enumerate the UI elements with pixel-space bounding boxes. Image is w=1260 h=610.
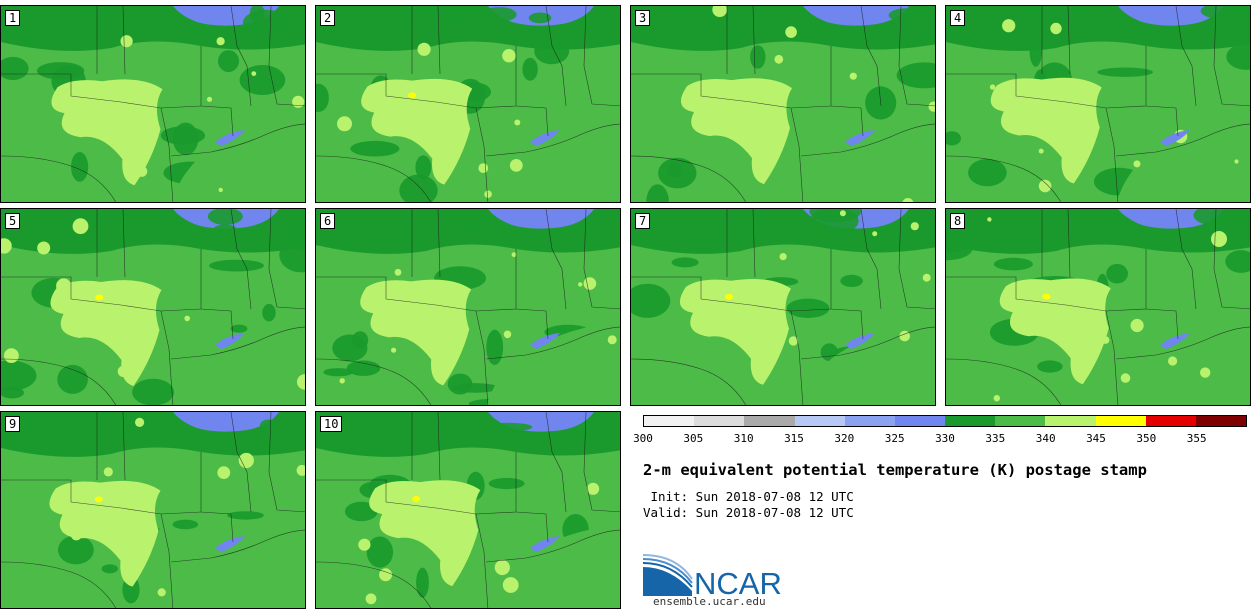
colorbar-tick-label: 350 — [1136, 432, 1157, 445]
colorbar-swatch — [945, 416, 996, 426]
member-map — [631, 6, 935, 202]
member-map — [1, 6, 305, 202]
colorbar-swatch — [694, 416, 745, 426]
site-url: ensemble.ucar.edu — [653, 595, 766, 608]
colorbar-swatch — [894, 416, 946, 426]
init-time: Init: Sun 2018-07-08 12 UTC — [643, 489, 854, 504]
member-label: 4 — [950, 10, 966, 26]
member-label: 9 — [5, 416, 21, 432]
member-panel: 7 — [630, 208, 936, 406]
member-map — [946, 6, 1250, 202]
member-map — [316, 209, 620, 405]
member-map — [1, 412, 305, 608]
colorbar — [643, 415, 1247, 427]
member-label: 10 — [320, 416, 343, 432]
colorbar-tick-label: 305 — [683, 432, 704, 445]
colorbar-swatch — [995, 416, 1046, 426]
member-panel: 9 — [0, 411, 306, 609]
member-map — [946, 209, 1250, 405]
member-panel: 10 — [315, 411, 621, 609]
member-panel: 3 — [630, 5, 936, 203]
product-title: 2-m equivalent potential temperature (K)… — [643, 461, 1147, 479]
member-map — [1, 209, 305, 405]
colorbar-tick-label: 325 — [884, 432, 905, 445]
member-map — [631, 209, 935, 405]
member-panel: 8 — [945, 208, 1251, 406]
colorbar-tick-label: 355 — [1186, 432, 1207, 445]
colorbar-swatch — [1145, 416, 1196, 426]
member-label: 7 — [635, 213, 651, 229]
member-label: 8 — [950, 213, 966, 229]
member-panel: 1 — [0, 5, 306, 203]
member-label: 6 — [320, 213, 336, 229]
member-map — [316, 6, 620, 202]
ncar-logo-text: NCAR — [694, 566, 782, 597]
colorbar-swatch — [1195, 416, 1247, 426]
member-map — [316, 412, 620, 608]
colorbar-tick-label: 315 — [784, 432, 804, 445]
ncar-logo: NCAR — [642, 553, 782, 597]
colorbar-tick-label: 310 — [733, 432, 754, 445]
colorbar-swatch — [644, 416, 695, 426]
colorbar-tick-label: 330 — [935, 432, 955, 445]
colorbar-swatch — [1095, 416, 1146, 426]
member-panel: 4 — [945, 5, 1251, 203]
member-label: 1 — [5, 10, 21, 26]
valid-time: Valid: Sun 2018-07-08 12 UTC — [643, 505, 854, 520]
member-label: 3 — [635, 10, 651, 26]
member-label: 2 — [320, 10, 336, 26]
colorbar-swatch — [1045, 416, 1096, 426]
colorbar-swatch — [744, 416, 795, 426]
colorbar-tick-label: 320 — [834, 432, 855, 445]
member-panel: 6 — [315, 208, 621, 406]
colorbar-tick-label: 345 — [1086, 432, 1106, 445]
member-panel: 2 — [315, 5, 621, 203]
colorbar-swatch — [794, 416, 845, 426]
colorbar-tick-label: 340 — [1035, 432, 1056, 445]
colorbar-tick-label: 300 — [633, 432, 653, 445]
member-panel: 5 — [0, 208, 306, 406]
colorbar-swatch — [844, 416, 895, 426]
colorbar-tick-label: 335 — [985, 432, 1006, 445]
member-label: 5 — [5, 213, 21, 229]
